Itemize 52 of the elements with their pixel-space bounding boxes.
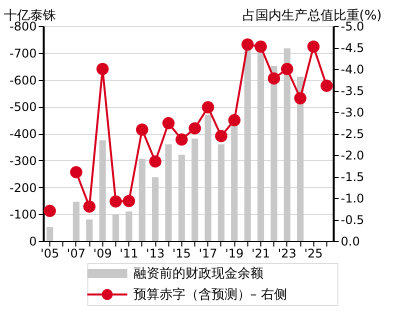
point [83, 200, 96, 213]
y2-tick-label: -2.0 [340, 148, 364, 162]
y-tick-label: -100 [10, 208, 37, 222]
point [176, 133, 188, 146]
point [215, 130, 228, 142]
y-tick-label: 0 [29, 234, 37, 248]
point [268, 72, 280, 85]
y-tick-label: -700 [10, 46, 37, 60]
point [280, 62, 294, 76]
x-tick-label: '19 [225, 246, 244, 260]
y2-tick-label: -2.5 [340, 127, 364, 141]
legend-label: 预算赤字（含预测）– 右侧 [133, 286, 287, 302]
point [70, 166, 82, 178]
y2-tick-label: -3.5 [340, 84, 364, 98]
y2-tick-label: -0.5 [340, 213, 364, 227]
point [228, 114, 241, 126]
y-tick-label: -600 [10, 73, 37, 88]
y-tick-label: -500 [10, 100, 37, 114]
point [294, 92, 306, 104]
point [44, 204, 56, 218]
x-tick-label: '17 [198, 246, 218, 260]
x-tick-label: '23 [278, 246, 296, 260]
point [122, 194, 136, 208]
point [320, 80, 333, 92]
y-tick-label: -400 [10, 127, 37, 141]
point [307, 40, 320, 53]
y2-tick-label: -4.0 [340, 62, 364, 76]
legend-label: 融资前的财政现金余额 [133, 266, 264, 282]
x-tick-label: '09 [93, 246, 112, 260]
x-tick-label: '13 [146, 246, 165, 260]
point [241, 38, 254, 51]
point [110, 195, 122, 208]
point [149, 155, 162, 168]
y2-tick-label: 0.0 [340, 234, 360, 248]
point [202, 101, 214, 114]
x-tick-label: '05 [40, 246, 60, 260]
point [136, 124, 148, 136]
point [162, 117, 175, 130]
x-tick-label: '07 [66, 246, 86, 260]
x-tick-label: '15 [172, 246, 191, 260]
y-tick-label: -200 [10, 180, 37, 195]
point [188, 122, 201, 134]
point [96, 62, 109, 76]
y-tick-label: -300 [10, 154, 37, 168]
x-tick-label: '21 [251, 246, 270, 260]
y2-tick-label: -1.5 [340, 170, 364, 184]
x-tick-label: '25 [304, 246, 323, 260]
y2-tick-label: -3.0 [340, 106, 364, 120]
y2-tick-label: -1.0 [340, 192, 364, 206]
y2-tick-label: -4.5 [340, 41, 364, 55]
point [254, 40, 267, 53]
x-tick-label: '11 [120, 246, 138, 260]
